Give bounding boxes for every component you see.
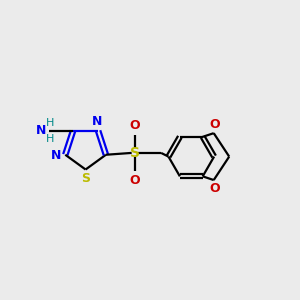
Text: O: O <box>209 182 220 195</box>
Text: O: O <box>129 118 140 132</box>
Text: N: N <box>36 124 46 137</box>
Text: N: N <box>92 115 103 128</box>
Text: S: S <box>130 146 140 160</box>
Text: N: N <box>50 149 61 162</box>
Text: S: S <box>81 172 90 185</box>
Text: O: O <box>209 118 220 131</box>
Text: H: H <box>46 134 54 144</box>
Text: H: H <box>46 118 54 128</box>
Text: O: O <box>129 174 140 187</box>
